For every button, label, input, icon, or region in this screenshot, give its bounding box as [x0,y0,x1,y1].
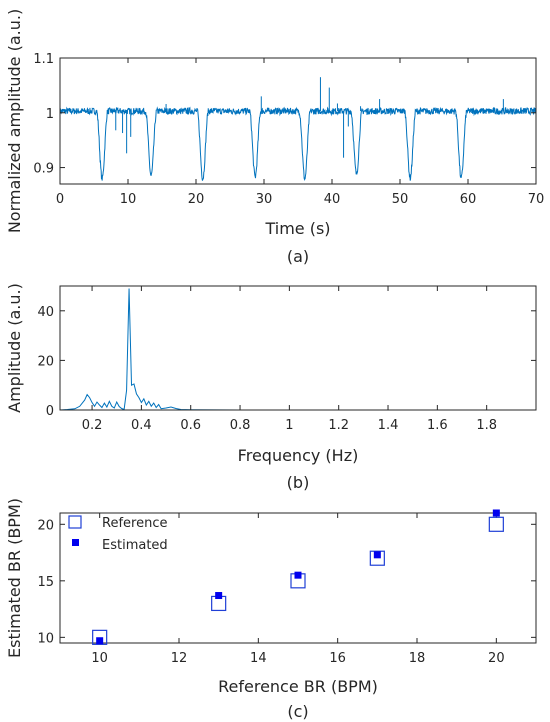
panel-c-xtick-label: 18 [409,651,426,666]
panel-a-xtick-label: 40 [324,192,341,207]
panel-c-ytick-label: 20 [37,518,54,533]
panel-a-time-signal: 0 10 20 30 40 50 60 70 0.9 1 1.1 Time (s) Normaliz… [5,9,544,266]
panel-a-xtick-label: 30 [256,192,273,207]
panel-b-ylabel: Amplitude (a.u.) [5,283,24,413]
panel-a-plot-area [59,77,537,182]
estimated-point [373,551,381,559]
panel-b-caption: (b) [287,473,310,492]
panel-c-ylabel: Estimated BR (BPM) [5,498,24,658]
panel-c-xtick-label: 16 [329,651,346,666]
panel-c-axes-box [59,512,537,644]
panel-c-scatter: 10 12 14 16 18 20 10 15 20 Reference Estimated R… [5,498,537,721]
legend-estimated-marker [72,539,79,546]
panel-c-xtick-label: 14 [250,651,267,666]
panel-b-spectrum: 0.2 0.4 0.6 0.8 1 1.2 1.4 1.6 1.8 0 20 40 Frequency… [5,283,537,492]
estimated-point [96,637,104,645]
panel-a-ylabel: Normalized amplitude (a.u.) [5,9,24,233]
panel-a-xtick-label: 20 [188,192,205,207]
panel-c-ytick-label: 10 [37,631,54,646]
panel-b-xtick-label: 0.6 [180,418,201,433]
panel-a-caption: (a) [287,247,309,266]
legend-reference-marker [68,515,82,529]
panel-c-plot-area [92,509,504,645]
panel-a-ytick-label: 1 [46,107,54,122]
panel-a-ytick-label: 1.1 [33,52,54,67]
signal-line [59,106,537,182]
panel-b-xtick-label: 1.6 [427,418,448,433]
panel-c-legend: Reference Estimated [68,515,168,553]
panel-b-axes-box [59,285,537,411]
estimated-point [492,509,500,517]
panel-a-xtick-label: 0 [56,192,64,207]
panel-a-ticks: 0 10 20 30 40 50 60 70 0.9 1 1.1 [33,52,544,207]
panel-b-xtick-label: 1.2 [328,418,349,433]
panel-c-xtick-label: 20 [488,651,505,666]
panel-c-caption: (c) [287,702,308,721]
panel-b-ytick-label: 0 [46,404,54,419]
panel-b-xtick-label: 0.4 [131,418,152,433]
estimated-point [294,571,302,579]
panel-b-xtick-label: 1 [285,418,293,433]
panel-a-ytick-label: 0.9 [33,162,54,177]
panel-b-ytick-label: 20 [37,354,54,369]
panel-c-xtick-label: 10 [91,651,108,666]
panel-b-ticks: 0.2 0.4 0.6 0.8 1 1.2 1.4 1.6 1.8 0 20 40 [37,286,536,433]
panel-b-ytick-label: 40 [37,305,54,320]
legend-estimated-label: Estimated [102,538,168,553]
panel-b-xlabel: Frequency (Hz) [238,446,359,465]
estimated-point [215,592,223,600]
panel-b-xtick-label: 0.2 [82,418,103,433]
panel-b-plot-area [59,288,536,411]
reference-point [92,629,108,645]
panel-b-xtick-label: 1.4 [378,418,399,433]
spectrum-line [59,288,536,411]
panel-a-xtick-label: 50 [392,192,409,207]
panel-b-xtick-label: 0.8 [230,418,251,433]
panel-c-xtick-label: 12 [171,651,188,666]
panel-a-axes-box [59,57,537,185]
legend-reference-label: Reference [102,516,167,531]
panel-a-xtick-label: 10 [120,192,137,207]
reference-point [488,516,504,532]
panel-c-ticks: 10 12 14 16 18 20 10 15 20 [37,513,536,666]
panel-a-xlabel: Time (s) [264,219,330,238]
panel-c-ytick-label: 15 [37,575,54,590]
panel-c-xlabel: Reference BR (BPM) [218,677,378,696]
panel-a-xtick-label: 70 [528,192,545,207]
panel-b-xtick-label: 1.8 [476,418,497,433]
reference-point [369,550,385,566]
panel-a-xtick-label: 60 [460,192,477,207]
